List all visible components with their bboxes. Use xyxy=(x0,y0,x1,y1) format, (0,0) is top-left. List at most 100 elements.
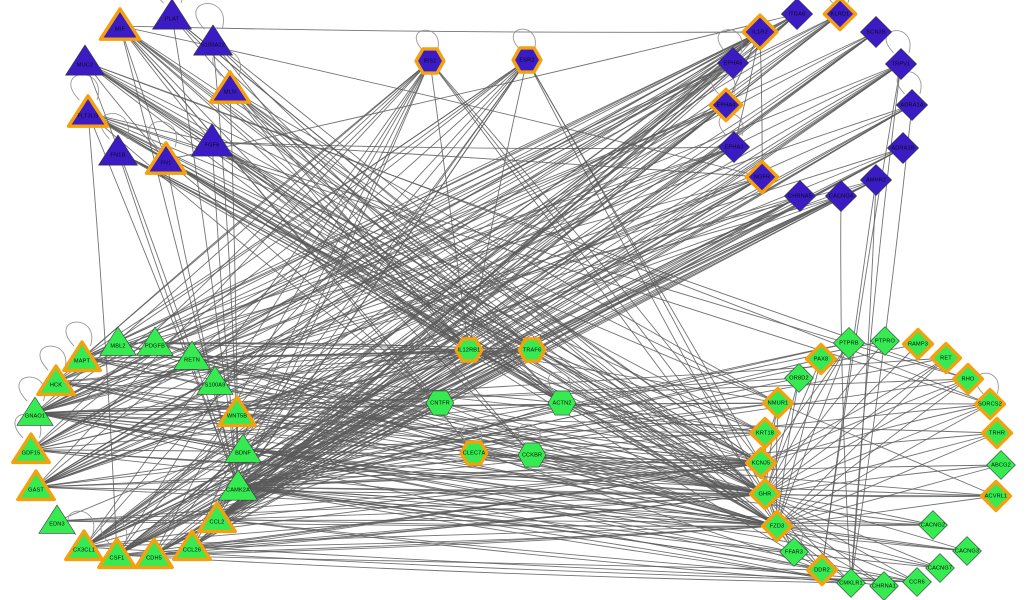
graph-node-cdh5[interactable] xyxy=(134,537,174,570)
graph-node-adra1b[interactable] xyxy=(887,132,919,164)
graph-node-klrd1[interactable] xyxy=(822,0,858,32)
edge xyxy=(83,349,470,548)
graph-node-amhr2[interactable] xyxy=(860,164,892,196)
edge xyxy=(473,452,762,464)
graph-node-sorcs2[interactable] xyxy=(973,387,1007,421)
graph-node-s100a9[interactable] xyxy=(196,365,234,395)
graph-node-plat[interactable] xyxy=(152,0,192,30)
graph-node-chrna1[interactable] xyxy=(869,571,899,600)
edge xyxy=(117,342,766,495)
graph-node-fgf6[interactable] xyxy=(190,123,234,157)
edge xyxy=(191,349,533,358)
graph-node-ccl26[interactable] xyxy=(172,529,212,562)
graph-node-il12rb1[interactable] xyxy=(454,337,484,363)
edge xyxy=(55,381,766,495)
edge xyxy=(83,104,727,548)
graph-node-fn1[interactable] xyxy=(144,141,188,175)
graph-node-irs1[interactable] xyxy=(414,47,446,75)
graph-node-cx3cl1[interactable] xyxy=(64,529,104,562)
graph-node-gast[interactable] xyxy=(16,469,56,502)
graph-node-acvrl1[interactable] xyxy=(979,479,1013,513)
graph-node-ret[interactable] xyxy=(929,341,963,375)
graph-node-pax8[interactable] xyxy=(804,342,838,376)
graph-node-wnt5b[interactable] xyxy=(217,395,257,428)
graph-node-fn1b[interactable] xyxy=(98,134,138,166)
graph-node-krt18[interactable] xyxy=(748,416,782,450)
graph-node-trpv1[interactable] xyxy=(885,48,917,80)
graph-node-ramp3[interactable] xyxy=(901,327,935,361)
graph-node-ptpro[interactable] xyxy=(870,326,900,356)
self-loop-edge xyxy=(100,113,129,140)
graph-node-epha3[interactable] xyxy=(718,131,750,163)
graph-node-mbl2[interactable] xyxy=(99,326,137,356)
edge xyxy=(850,63,902,584)
graph-node-il1r2[interactable] xyxy=(741,13,779,51)
graph-node-ddr2[interactable] xyxy=(805,553,839,587)
graph-node-ccl2[interactable] xyxy=(197,501,237,534)
graph-node-cmklr1[interactable] xyxy=(836,568,866,598)
edge xyxy=(117,151,470,351)
graph-node-hck[interactable] xyxy=(36,364,76,397)
self-loop-edge xyxy=(547,371,571,394)
graph-node-traf6[interactable] xyxy=(517,337,547,363)
graph-node-gdf15[interactable] xyxy=(11,432,51,465)
edge xyxy=(191,31,877,548)
graph-node-csf1[interactable] xyxy=(97,537,137,570)
graph-node-cntfr[interactable] xyxy=(425,390,455,416)
graph-node-retn[interactable] xyxy=(173,340,211,370)
graph-node-esr2[interactable] xyxy=(511,46,543,74)
graph-node-chrna5[interactable] xyxy=(784,180,816,212)
graph-node-pdgfb[interactable] xyxy=(136,326,174,356)
edge xyxy=(764,343,919,495)
self-loop-edge xyxy=(885,30,911,54)
edge xyxy=(776,525,941,569)
graph-node-cacng4[interactable] xyxy=(825,180,857,212)
graph-node-muc2[interactable] xyxy=(65,44,105,76)
graph-node-epha5[interactable] xyxy=(717,47,749,79)
graph-node-ptprb[interactable] xyxy=(833,327,865,359)
graph-node-cacng7[interactable] xyxy=(925,553,955,583)
graph-node-cacng2[interactable] xyxy=(918,510,948,540)
edge xyxy=(764,493,997,498)
node-layer[interactable] xyxy=(11,0,1016,600)
graph-node-nmur1[interactable] xyxy=(761,386,795,420)
graph-node-adra1a[interactable] xyxy=(896,89,928,121)
graph-node-kcnj5[interactable] xyxy=(744,446,778,480)
edge xyxy=(236,412,778,527)
graph-node-ccr6[interactable] xyxy=(902,567,932,597)
edge xyxy=(237,486,968,552)
graph-node-mif[interactable] xyxy=(98,7,142,41)
graph-node-camk2a[interactable] xyxy=(218,469,258,501)
graph-node-gnao1[interactable] xyxy=(16,396,54,426)
graph-node-ngfr[interactable] xyxy=(744,159,780,195)
edge xyxy=(429,60,762,464)
graph-node-edn3[interactable] xyxy=(38,504,76,534)
graph-node-abcg2[interactable] xyxy=(986,450,1016,480)
graph-node-bdnf[interactable] xyxy=(224,433,262,463)
graph-node-fzd3[interactable] xyxy=(760,509,794,543)
graph-node-s100a12[interactable] xyxy=(193,24,233,56)
graph-node-mapt[interactable] xyxy=(62,340,102,373)
graph-node-trhr[interactable] xyxy=(980,416,1014,450)
graph-node-ffar3[interactable] xyxy=(779,537,809,567)
graph-node-cacng3[interactable] xyxy=(952,536,982,566)
graph-node-epha4[interactable] xyxy=(708,87,744,123)
graph-node-cckbr[interactable] xyxy=(517,442,547,468)
graph-node-or8d2[interactable] xyxy=(784,363,814,393)
graph-node-mln[interactable] xyxy=(208,70,252,104)
graph-node-ghr[interactable] xyxy=(748,477,782,511)
graph-node-actn2[interactable] xyxy=(547,390,577,416)
graph-node-itga8[interactable] xyxy=(781,0,813,30)
edge xyxy=(776,432,998,527)
self-loop-edge xyxy=(100,518,128,544)
graph-node-rho[interactable] xyxy=(951,362,985,396)
edge xyxy=(83,62,734,548)
edge xyxy=(56,519,934,526)
edge xyxy=(237,13,841,488)
graph-node-flt3lg[interactable] xyxy=(66,94,110,128)
edge xyxy=(34,13,798,414)
graph-node-clec7a[interactable] xyxy=(459,440,489,466)
graph-node-scn3b[interactable] xyxy=(860,16,892,48)
